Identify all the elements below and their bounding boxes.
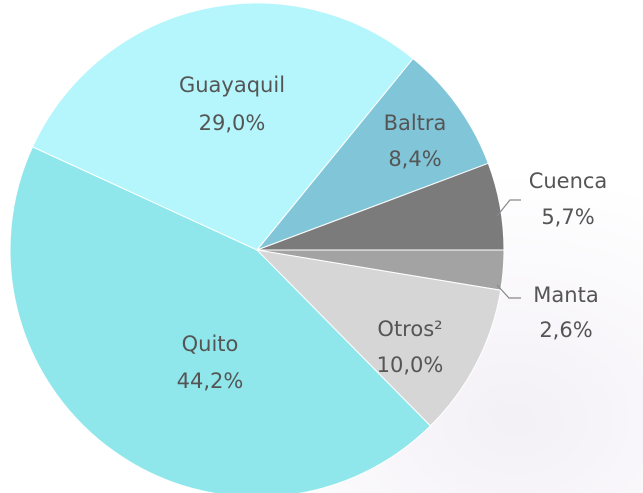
slice-value-label: 5,7% xyxy=(541,205,594,229)
leader-line xyxy=(496,284,521,299)
pie-slice xyxy=(31,2,414,251)
pie-slice xyxy=(255,57,489,252)
slice-value-label: 2,6% xyxy=(539,318,592,342)
slice-value-label: 8,4% xyxy=(388,147,441,171)
slice-value-label: 29,0% xyxy=(199,111,266,135)
pie-slice xyxy=(255,249,502,427)
slice-value-label: 10,0% xyxy=(377,353,444,377)
slice-label: Manta xyxy=(533,283,598,307)
leader-line xyxy=(496,199,521,217)
pie-slice xyxy=(9,146,432,493)
slice-label: Quito xyxy=(182,332,239,356)
slice-label: Cuenca xyxy=(529,169,608,193)
slice-label: Guayaquil xyxy=(179,73,285,97)
pie-slice xyxy=(256,162,505,251)
slice-label: Baltra xyxy=(384,111,447,135)
slice-value-label: 44,2% xyxy=(177,369,244,393)
slice-label: Otros² xyxy=(377,317,442,341)
